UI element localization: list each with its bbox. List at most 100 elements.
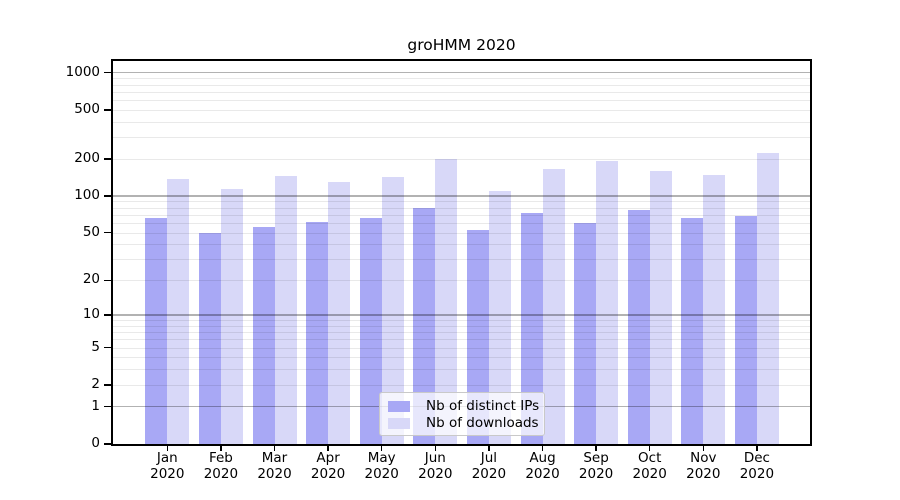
x-axis-tick-label: Jan 2020 xyxy=(150,450,185,482)
bar-downloads-jun-2020 xyxy=(435,158,458,444)
gridline-minor xyxy=(113,347,810,349)
gridline-minor xyxy=(113,109,810,111)
bar-ips-jan-2020 xyxy=(145,217,168,444)
gridline-minor xyxy=(113,332,810,334)
y-axis-tick xyxy=(104,109,111,111)
y-axis-tick xyxy=(104,231,111,234)
y-axis-tick xyxy=(104,405,111,408)
y-axis-tick xyxy=(104,158,111,160)
gridline-minor xyxy=(113,158,810,160)
bar-ips-jul-2020 xyxy=(466,229,489,444)
legend-swatch-downloads-icon xyxy=(388,417,410,429)
legend: Nb of distinct IPs Nb of downloads xyxy=(379,392,545,436)
bar-ips-mar-2020 xyxy=(252,226,275,444)
y-axis-tick xyxy=(104,346,111,349)
y-axis-tick-label: 2 xyxy=(91,375,100,392)
y-axis-tick-label: 200 xyxy=(74,149,100,166)
x-axis-tick xyxy=(756,446,758,451)
bar-ips-nov-2020 xyxy=(681,217,704,444)
bar-downloads-may-2020 xyxy=(381,177,404,444)
gridline-minor xyxy=(113,78,810,80)
y-axis-tick-label: 1000 xyxy=(65,63,100,80)
x-axis-tick xyxy=(541,446,544,451)
bar-ips-oct-2020 xyxy=(627,209,650,444)
x-axis-tick-label: Dec 2020 xyxy=(739,450,775,482)
gridline-minor xyxy=(113,280,810,282)
gridline-minor xyxy=(113,259,810,261)
x-axis-tick xyxy=(380,446,383,451)
x-axis-tick xyxy=(327,446,329,451)
gridline-major xyxy=(113,71,810,74)
gridline-minor xyxy=(113,320,810,322)
legend-label-distinct-ips: Nb of distinct IPs xyxy=(426,398,540,414)
x-axis-tick xyxy=(702,446,705,451)
bar-ips-aug-2020 xyxy=(520,212,543,444)
legend-swatch-ips-icon xyxy=(388,400,410,412)
y-axis-tick-label: 1 xyxy=(91,397,100,414)
x-axis-tick xyxy=(220,446,222,451)
x-axis-tick xyxy=(273,446,276,451)
gridline-minor xyxy=(113,99,810,101)
bar-downloads-apr-2020 xyxy=(328,182,351,444)
x-axis-tick-label: Jul 2020 xyxy=(471,450,507,482)
gridline-minor xyxy=(113,325,810,327)
bar-ips-feb-2020 xyxy=(198,232,221,444)
legend-item-distinct-ips: Nb of distinct IPs xyxy=(388,398,540,414)
bar-ips-may-2020 xyxy=(359,217,382,444)
y-axis-tick xyxy=(104,195,111,197)
gridline-minor xyxy=(113,201,810,203)
x-axis-tick-label: Nov 2020 xyxy=(686,450,721,482)
gridline-minor xyxy=(113,339,810,341)
x-axis-tick-label: Feb 2020 xyxy=(203,450,239,482)
gridline-minor xyxy=(113,369,810,371)
x-axis-tick xyxy=(595,446,597,451)
y-axis-tick-label: 100 xyxy=(74,186,100,203)
legend-item-downloads: Nb of downloads xyxy=(388,415,539,431)
gridline-minor xyxy=(113,244,810,246)
gridline-major xyxy=(113,314,810,316)
y-axis-tick-label: 20 xyxy=(82,271,100,288)
bar-ips-dec-2020 xyxy=(734,216,757,444)
y-axis-tick-label: 10 xyxy=(82,306,100,323)
bar-downloads-jul-2020 xyxy=(488,190,511,444)
gridline-minor xyxy=(113,222,810,224)
x-axis-tick xyxy=(434,446,437,451)
bar-downloads-oct-2020 xyxy=(649,170,672,444)
bar-downloads-aug-2020 xyxy=(542,168,565,444)
y-axis-tick-label: 500 xyxy=(74,100,100,117)
x-axis-tick-label: Sep 2020 xyxy=(578,450,614,482)
bar-downloads-mar-2020 xyxy=(274,175,297,444)
y-axis-tick-label: 0 xyxy=(91,435,100,451)
bar-downloads-feb-2020 xyxy=(220,189,243,444)
plot-area xyxy=(111,59,812,446)
bar-downloads-jan-2020 xyxy=(167,179,190,444)
y-axis-tick-label: 50 xyxy=(82,223,100,240)
gridline-minor xyxy=(113,232,810,234)
gridline-minor xyxy=(113,84,810,86)
bar-downloads-sep-2020 xyxy=(596,161,619,444)
gridline-minor xyxy=(113,137,810,139)
bar-ips-sep-2020 xyxy=(574,222,597,444)
x-axis-tick xyxy=(166,446,169,451)
x-axis-tick xyxy=(488,446,490,451)
bar-downloads-nov-2020 xyxy=(703,174,726,444)
x-axis-tick-label: Apr 2020 xyxy=(310,450,346,482)
gridline-minor xyxy=(113,91,810,93)
y-axis-tick-label: 5 xyxy=(91,338,100,355)
y-axis-tick xyxy=(104,443,111,445)
x-axis-tick-label: Jun 2020 xyxy=(418,450,453,482)
y-axis-tick xyxy=(104,71,111,74)
y-axis-tick xyxy=(104,314,111,316)
gridline-minor xyxy=(113,121,810,123)
x-axis-tick-label: Aug 2020 xyxy=(525,450,560,482)
x-axis-tick-label: Mar 2020 xyxy=(257,450,292,482)
gridline-minor xyxy=(113,384,810,386)
gridline-major xyxy=(113,195,810,197)
y-axis-tick xyxy=(104,384,111,386)
bar-ips-apr-2020 xyxy=(306,222,329,444)
x-axis-tick-label: May 2020 xyxy=(364,450,399,482)
chart-title: groHMM 2020 xyxy=(407,36,516,54)
y-axis-tick xyxy=(104,279,111,282)
gridline-minor xyxy=(113,357,810,359)
gridline-minor xyxy=(113,214,810,216)
